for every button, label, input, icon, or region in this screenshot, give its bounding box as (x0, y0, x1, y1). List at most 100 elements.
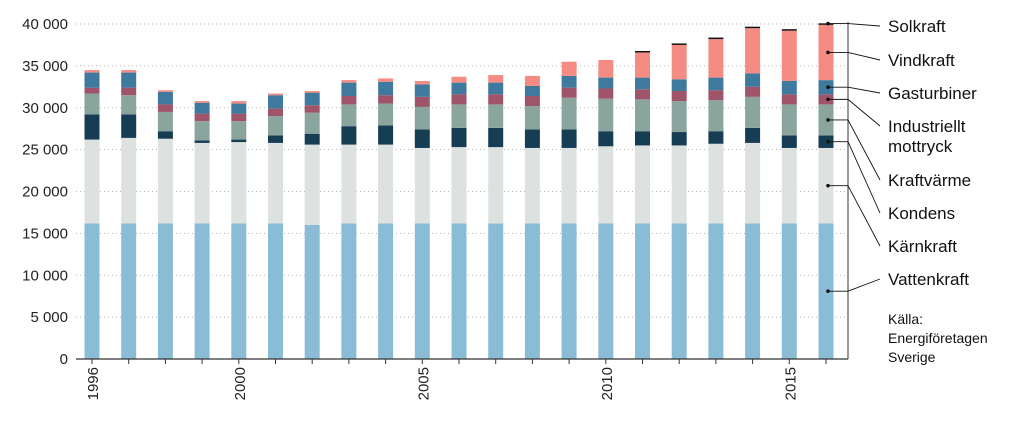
legend-item-karnkraft: Kärnkraft (888, 237, 957, 256)
bar-segment-kondens-2002 (304, 133, 320, 145)
bar-segment-gasturbiner-1996 (84, 72, 100, 88)
bar-segment-solkraft-2014 (745, 26, 761, 29)
bar-segment-kondens-2005 (414, 129, 430, 148)
bar-segment-kondens-2001 (268, 135, 283, 143)
bar-segment-vattenkraft-2009 (561, 223, 577, 359)
bar-segment-gasturbiner-2002 (304, 92, 320, 106)
y-tick-label: 25 000 (22, 142, 68, 159)
y-tick-label: 0 (60, 351, 68, 368)
bar-segment-solkraft-2013 (708, 37, 724, 40)
bar-segment-vattenkraft-2014 (745, 223, 761, 359)
bar-segment-vattenkraft-2008 (524, 223, 540, 359)
bar-segment-vindkraft-2012 (671, 44, 687, 80)
bar-segment-gasturbiner-2013 (708, 77, 724, 91)
bar-segment-gasturbiner-2001 (268, 95, 283, 109)
bar-segment-kraftv-rme-2003 (341, 104, 357, 127)
bar-segment-kondens-2011 (635, 131, 650, 146)
leader-line (828, 52, 881, 61)
bar-segment-gasturbiner-2006 (451, 82, 467, 95)
bar-segment-industriellt-mottryck-2015 (781, 94, 797, 105)
bar-segment-kondens-1999 (194, 140, 210, 143)
legend-item-solkraft: Solkraft (888, 17, 946, 36)
bar-segment-vindkraft-1997 (121, 70, 137, 73)
bar-segment-vindkraft-2016 (818, 24, 834, 81)
legend-item-kraftvarme: Kraftvärme (888, 171, 971, 190)
bar-segment-kondens-1998 (157, 131, 173, 139)
source-note: Källa: Energiföretagen Sverige (888, 311, 988, 365)
bar-segment-k-rnkraft-2008 (524, 147, 540, 224)
bar-segment-k-rnkraft-2001 (268, 142, 283, 224)
bar-segment-kondens-2003 (341, 126, 357, 145)
bar-segment-vattenkraft-2000 (231, 223, 247, 359)
bar-segment-k-rnkraft-2016 (818, 147, 834, 224)
leader-line (828, 278, 881, 292)
legend-leader-lines (826, 21, 881, 293)
y-tick-label: 5 000 (30, 309, 68, 326)
bar-segment-gasturbiner-2011 (635, 77, 650, 90)
x-tick-label: 2000 (232, 367, 249, 400)
bar-segment-industriellt-mottryck-2007 (488, 94, 504, 105)
bar-segment-k-rnkraft-1999 (194, 142, 210, 224)
bar-segment-gasturbiner-1997 (121, 72, 137, 88)
bar-segment-industriellt-mottryck-2013 (708, 90, 724, 101)
leader-line (828, 119, 881, 181)
bar-segment-gasturbiner-1999 (194, 102, 210, 114)
bar-segment-vattenkraft-2013 (708, 223, 724, 359)
bar-segment-kraftv-rme-2013 (708, 100, 724, 132)
x-tick-label: 2015 (782, 367, 799, 400)
bar-segment-vattenkraft-2011 (635, 223, 650, 359)
bar-segment-industriellt-mottryck-2010 (598, 88, 614, 99)
x-tick-label: 1996 (85, 367, 102, 400)
bar-segment-kraftv-rme-2016 (818, 104, 834, 136)
bar-segment-k-rnkraft-2011 (635, 145, 650, 224)
bar-segment-vattenkraft-1998 (157, 223, 173, 359)
bar-segment-k-rnkraft-2009 (561, 147, 577, 224)
bar-segment-industriellt-mottryck-1996 (84, 87, 100, 94)
bar-segment-vindkraft-2014 (745, 28, 761, 74)
bar-segment-gasturbiner-2008 (524, 85, 540, 97)
bar-segment-vindkraft-1996 (84, 70, 100, 73)
legend-label-vindkraft: Vindkraft (888, 51, 955, 70)
bar-segment-k-rnkraft-2012 (671, 145, 687, 224)
legend-item-vattenkraft: Vattenkraft (888, 270, 969, 289)
bar-segment-kondens-2000 (231, 139, 247, 143)
bar-segment-vindkraft-2003 (341, 80, 357, 83)
bar-segment-vindkraft-2005 (414, 80, 430, 85)
bar-segment-solkraft-2012 (671, 43, 687, 45)
bar-segment-k-rnkraft-2015 (781, 147, 797, 224)
bar-segment-gasturbiner-2010 (598, 77, 614, 89)
bar-segment-vattenkraft-1996 (84, 223, 100, 359)
bar-segment-kraftv-rme-1997 (121, 95, 137, 115)
bar-segment-industriellt-mottryck-2009 (561, 87, 577, 98)
bar-segment-k-rnkraft-1997 (121, 137, 137, 224)
bar-segment-gasturbiner-2004 (378, 81, 394, 96)
bar-segment-kraftv-rme-2011 (635, 99, 650, 132)
bar-segment-kondens-1997 (121, 114, 137, 138)
bar-segment-industriellt-mottryck-2006 (451, 94, 467, 105)
bar-segment-kondens-2010 (598, 131, 614, 147)
bar-segment-gasturbiner-2009 (561, 75, 577, 88)
bar-segment-vattenkraft-2004 (378, 223, 394, 359)
bar-segment-industriellt-mottryck-2002 (304, 105, 320, 113)
legend-label-kondens: Kondens (888, 204, 955, 223)
bars (84, 23, 834, 359)
bar-segment-vattenkraft-1999 (194, 223, 210, 359)
bar-segment-industriellt-mottryck-2008 (524, 96, 540, 107)
bar-segment-vattenkraft-2003 (341, 223, 357, 359)
bar-segment-vindkraft-2010 (598, 60, 614, 78)
bar-segment-kraftv-rme-2009 (561, 97, 577, 130)
legend-label-karnkraft: Kärnkraft (888, 237, 957, 256)
bar-segment-gasturbiner-2012 (671, 79, 687, 91)
bar-segment-industriellt-mottryck-1997 (121, 87, 137, 96)
bar-segment-industriellt-mottryck-2014 (745, 86, 761, 97)
bar-segment-vindkraft-2001 (268, 93, 283, 96)
bar-segment-k-rnkraft-2002 (304, 144, 320, 225)
bar-segment-industriellt-mottryck-2016 (818, 94, 834, 105)
bar-segment-vindkraft-2011 (635, 52, 650, 78)
bar-segment-gasturbiner-2005 (414, 84, 430, 97)
bar-segment-vindkraft-1999 (194, 101, 210, 103)
legend-label-kraftvarme: Kraftvärme (888, 171, 971, 190)
bar-segment-vindkraft-2007 (488, 75, 504, 83)
x-tick-label: 2005 (415, 367, 432, 400)
